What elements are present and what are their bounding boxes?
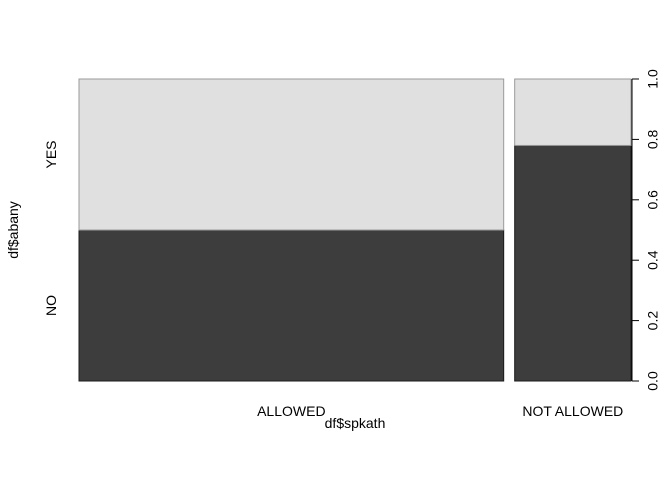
right-axis-tick-label: 0.8: [645, 129, 661, 149]
right-axis: 0.0 0.2 0.4 0.6 0.8 1.0: [631, 69, 661, 391]
y-axis-label: df$abany: [5, 201, 21, 259]
x-axis-label: df$spkath: [325, 415, 386, 431]
x-category-labels: ALLOWED NOT ALLOWED: [257, 403, 623, 419]
right-axis-tick-label: 0.4: [645, 250, 661, 270]
bar-allowed-yes: [78, 78, 505, 231]
x-category-label: ALLOWED: [257, 403, 325, 419]
right-axis-tick-label: 1.0: [645, 69, 661, 89]
y-level-label-yes: YES: [43, 140, 59, 168]
right-axis-tick-label: 0.0: [645, 371, 661, 391]
y-level-labels: NO YES: [43, 140, 59, 316]
bar-not-allowed-no: [514, 144, 632, 382]
bars-layer: [78, 78, 632, 382]
right-axis-tick-label: 0.2: [645, 311, 661, 331]
bar-not-allowed-yes: [514, 78, 632, 146]
right-axis-tick-label: 0.6: [645, 190, 661, 210]
x-category-label: NOT ALLOWED: [522, 403, 623, 419]
bar-allowed-no: [78, 229, 505, 382]
y-level-label-no: NO: [43, 295, 59, 316]
